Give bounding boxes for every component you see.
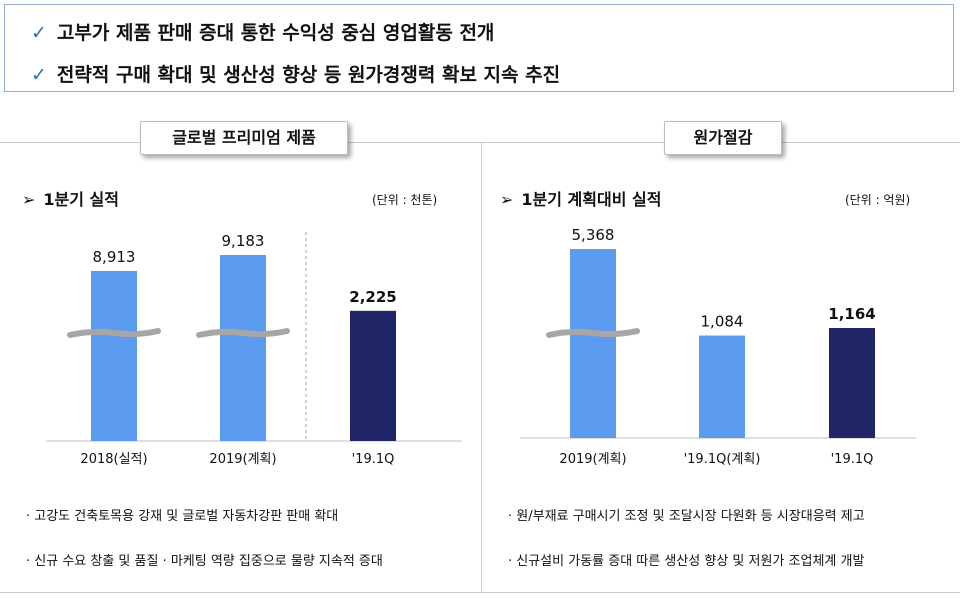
bar: [91, 271, 137, 441]
axis-break-mark: [196, 328, 290, 338]
checkmark-icon: ✓: [31, 64, 47, 86]
bottom-rule: [0, 592, 960, 593]
bar: [570, 249, 616, 438]
right-bullet-2: · 신규설비 가동률 증대 따른 생산성 향상 및 저원가 조업체계 개발: [508, 554, 865, 569]
data-label: 8,913: [93, 248, 136, 266]
left-subheading: ➢ 1분기 실적: [22, 186, 119, 210]
section-rule: [0, 142, 140, 143]
bar: [829, 328, 875, 438]
summary-point-2: ✓ 전략적 구매 확대 및 생산성 향상 등 원가경쟁력 확보 지속 추진: [31, 60, 560, 87]
axis-break-mark: [546, 328, 640, 338]
data-label: 2,225: [349, 288, 396, 306]
data-label: 1,164: [828, 305, 875, 323]
bar: [350, 310, 396, 441]
category-label: 2019(계획): [209, 452, 276, 467]
right-unit-label: (단위 : 억원): [845, 193, 911, 207]
summary-point-text: 전략적 구매 확대 및 생산성 향상 등 원가경쟁력 확보 지속 추진: [56, 64, 561, 86]
category-label: '19.1Q(계획): [684, 452, 761, 467]
tab-global-premium: 글로벌 프리미엄 제품: [140, 121, 348, 155]
axis-break-mark: [67, 328, 161, 338]
right-subheading: ➢ 1분기 계획대비 실적: [500, 186, 661, 210]
category-label: 2019(계획): [559, 452, 626, 467]
summary-point-text: 고부가 제품 판매 증대 통한 수익성 중심 영업활동 전개: [56, 22, 495, 44]
checkmark-icon: ✓: [31, 22, 47, 44]
left-bullet-1: · 고강도 건축토목용 강재 및 글로벌 자동차강판 판매 확대: [26, 509, 339, 524]
left-unit-label: (단위 : 천톤): [372, 193, 438, 207]
left-bullet-2: · 신규 수요 창출 및 품질 · 마케팅 역량 집중으로 물량 지속적 증대: [26, 554, 383, 569]
section-rule: [780, 142, 960, 143]
bar: [699, 335, 745, 438]
right-subheading-text: 1분기 계획대비 실적: [521, 190, 662, 209]
category-label: '19.1Q: [352, 452, 395, 467]
tab-cost-reduction: 원가절감: [664, 121, 782, 155]
summary-point-1: ✓ 고부가 제품 판매 증대 통한 수익성 중심 영업활동 전개: [31, 18, 494, 45]
panel-divider: [481, 142, 482, 592]
section-rule: [346, 142, 664, 143]
data-label: 1,084: [701, 313, 744, 331]
arrow-bullet-icon: ➢: [22, 190, 36, 209]
data-label: 9,183: [222, 232, 265, 250]
bar: [220, 255, 266, 441]
left-subheading-text: 1분기 실적: [43, 190, 119, 209]
category-label: 2018(실적): [80, 452, 147, 467]
category-label: '19.1Q: [831, 452, 874, 467]
right-bullet-1: · 원/부재료 구매시기 조정 및 조달시장 다원화 등 시장대응력 제고: [508, 509, 865, 524]
summary-box: ✓ 고부가 제품 판매 증대 통한 수익성 중심 영업활동 전개 ✓ 전략적 구매 …: [4, 4, 954, 92]
arrow-bullet-icon: ➢: [500, 190, 514, 209]
data-label: 5,368: [572, 226, 615, 244]
